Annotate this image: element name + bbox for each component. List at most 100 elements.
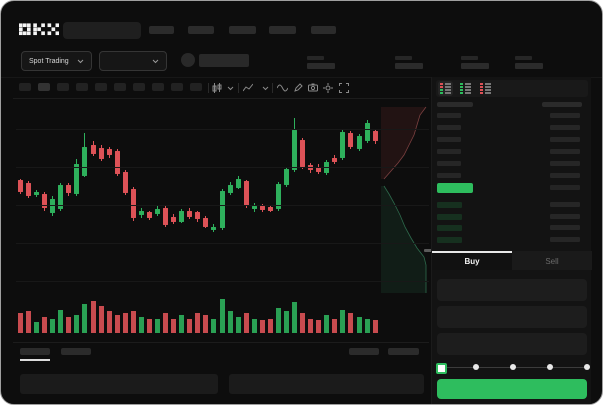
volume-bar xyxy=(50,318,56,333)
stat-value xyxy=(515,63,543,69)
candle-body xyxy=(82,146,88,176)
tab-buy[interactable]: Buy xyxy=(432,251,512,270)
candle-type-icon[interactable] xyxy=(212,83,222,93)
timeframe-button[interactable] xyxy=(114,83,126,91)
candle-body xyxy=(243,181,249,206)
volume-bar xyxy=(227,311,233,333)
draw-pencil-icon[interactable] xyxy=(293,83,303,93)
overlay-type-icon[interactable] xyxy=(243,83,253,93)
candle-body xyxy=(42,194,48,208)
candle-body xyxy=(163,207,169,226)
indicator-wave-icon[interactable] xyxy=(277,84,288,92)
bid-price xyxy=(437,237,462,244)
settings-gear-icon[interactable] xyxy=(323,83,333,93)
timeframe-button[interactable] xyxy=(171,83,183,91)
slider-dot[interactable] xyxy=(473,364,479,370)
volume-bar xyxy=(138,316,144,333)
timeframe-button[interactable] xyxy=(57,83,69,91)
candle-body xyxy=(50,198,56,214)
timeframe-button[interactable] xyxy=(190,83,202,91)
pair-name-placeholder xyxy=(199,54,249,67)
ask-price xyxy=(437,161,461,166)
bottom-tab-active[interactable] xyxy=(20,348,50,355)
candle-body xyxy=(275,184,281,209)
ask-amount xyxy=(550,125,580,130)
book-asks-only-icon[interactable] xyxy=(478,81,493,96)
bid-amount xyxy=(550,237,580,243)
gridline xyxy=(16,167,429,168)
price-input[interactable] xyxy=(437,279,587,301)
candle-body xyxy=(187,210,193,218)
candle-body xyxy=(267,206,273,211)
amount-input[interactable] xyxy=(437,306,587,328)
volume-bar xyxy=(300,313,306,333)
timeframe-button[interactable] xyxy=(95,83,107,91)
nav-item[interactable] xyxy=(229,26,256,34)
candle-body xyxy=(259,205,265,210)
volume-bar xyxy=(356,316,362,333)
candle-body xyxy=(146,212,152,219)
candle-body xyxy=(26,183,32,196)
total-input[interactable] xyxy=(437,333,587,355)
slider-dot[interactable] xyxy=(547,364,553,370)
candlestick-chart[interactable] xyxy=(16,99,382,293)
chevron-down-icon[interactable] xyxy=(227,86,234,91)
volume-bar xyxy=(114,315,120,333)
search-input[interactable] xyxy=(63,22,141,39)
volume-bar xyxy=(203,315,209,333)
candle-body xyxy=(106,149,112,156)
book-asks-bids-icon[interactable] xyxy=(438,81,453,96)
market-type-dropdown[interactable]: Spot Trading xyxy=(21,51,92,71)
candle-body xyxy=(340,131,346,159)
volume-bar xyxy=(146,318,152,333)
slider-dot[interactable] xyxy=(510,364,516,370)
amount-slider[interactable] xyxy=(436,363,590,374)
fullscreen-expand-icon[interactable] xyxy=(339,83,349,93)
nav-item[interactable] xyxy=(149,26,174,34)
volume-bar xyxy=(195,313,201,333)
depth-resize-handle[interactable] xyxy=(424,249,433,252)
ask-price xyxy=(437,173,461,178)
candle-body xyxy=(138,210,144,216)
buy-tab-label: Buy xyxy=(464,257,480,266)
chevron-down-icon[interactable] xyxy=(262,86,269,91)
bottom-action-tab[interactable] xyxy=(349,348,379,355)
candle-body xyxy=(203,218,209,228)
volume-bar xyxy=(364,318,370,333)
candle-body xyxy=(66,185,72,194)
volume-bar xyxy=(372,320,378,333)
volume-bar xyxy=(211,318,217,333)
tab-sell[interactable]: Sell xyxy=(512,251,592,270)
timeframe-button[interactable] xyxy=(38,83,50,91)
timeframe-button[interactable] xyxy=(19,83,31,91)
candle-body xyxy=(18,180,23,193)
slider-handle[interactable] xyxy=(436,363,447,374)
candle-body xyxy=(300,139,306,167)
book-bids-only-icon[interactable] xyxy=(458,81,473,96)
bottom-action-tab[interactable] xyxy=(388,348,419,355)
candle-body xyxy=(130,189,136,219)
orderbook-trade-panel: Buy Sell xyxy=(431,77,592,404)
candle-body xyxy=(356,135,362,150)
nav-item[interactable] xyxy=(188,26,214,34)
camera-icon[interactable] xyxy=(308,83,318,92)
orderbook-price-header xyxy=(437,102,473,107)
nav-item[interactable] xyxy=(311,26,336,34)
timeframe-button[interactable] xyxy=(152,83,164,91)
candle-body xyxy=(332,158,338,163)
ask-price xyxy=(437,113,461,118)
bottom-tab[interactable] xyxy=(61,348,91,355)
last-price-badge[interactable] xyxy=(437,183,473,193)
slider-dot[interactable] xyxy=(584,364,590,370)
active-tab-indicator xyxy=(432,251,512,253)
nav-item[interactable] xyxy=(269,26,296,34)
volume-bar xyxy=(348,313,354,333)
timeframe-button[interactable] xyxy=(76,83,88,91)
ask-amount xyxy=(550,137,580,142)
pair-list-dropdown[interactable] xyxy=(99,51,167,71)
volume-bar xyxy=(259,320,265,333)
buy-submit-button[interactable] xyxy=(437,379,587,399)
volume-bar xyxy=(130,311,136,333)
timeframe-button[interactable] xyxy=(133,83,145,91)
candle-body xyxy=(155,208,161,215)
